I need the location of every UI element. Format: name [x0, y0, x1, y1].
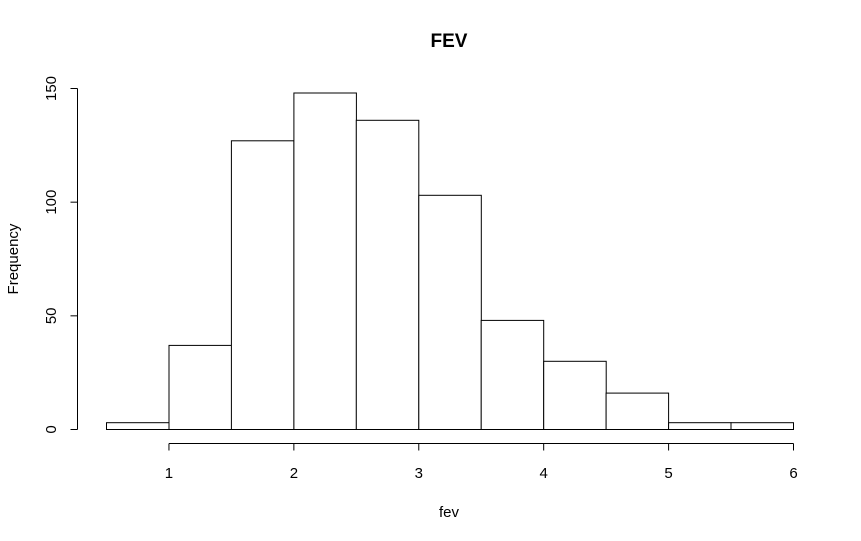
histogram-bar — [668, 422, 732, 431]
y-axis-label: Frequency — [5, 223, 22, 294]
x-axis: 1 2 3 4 5 6 — [165, 443, 798, 482]
histogram-bar — [293, 92, 357, 430]
histogram-bar — [418, 194, 482, 430]
histogram-bar — [106, 422, 170, 431]
x-tick-label: 4 — [540, 465, 548, 482]
x-tick-label: 6 — [789, 465, 797, 482]
y-axis: 0 50 100 150 — [43, 76, 78, 434]
histogram-bar — [168, 344, 232, 430]
histogram-bar — [480, 319, 545, 430]
histogram-bar — [230, 140, 295, 431]
x-tick-label: 5 — [664, 465, 672, 482]
y-tick-label: 100 — [43, 190, 60, 215]
histogram-bar — [730, 422, 794, 431]
x-tick-label: 2 — [290, 465, 298, 482]
histogram-bar — [543, 360, 607, 430]
y-tick-label: 50 — [43, 307, 60, 324]
y-tick-label: 150 — [43, 76, 60, 101]
x-tick-label: 1 — [165, 465, 173, 482]
x-axis-label: fev — [439, 504, 460, 521]
histogram-bar — [355, 119, 420, 431]
chart-title: FEV — [431, 31, 468, 52]
bars-group — [106, 92, 794, 431]
histogram-bar — [605, 392, 670, 431]
x-tick-label: 3 — [415, 465, 423, 482]
y-tick-label: 0 — [43, 425, 60, 433]
